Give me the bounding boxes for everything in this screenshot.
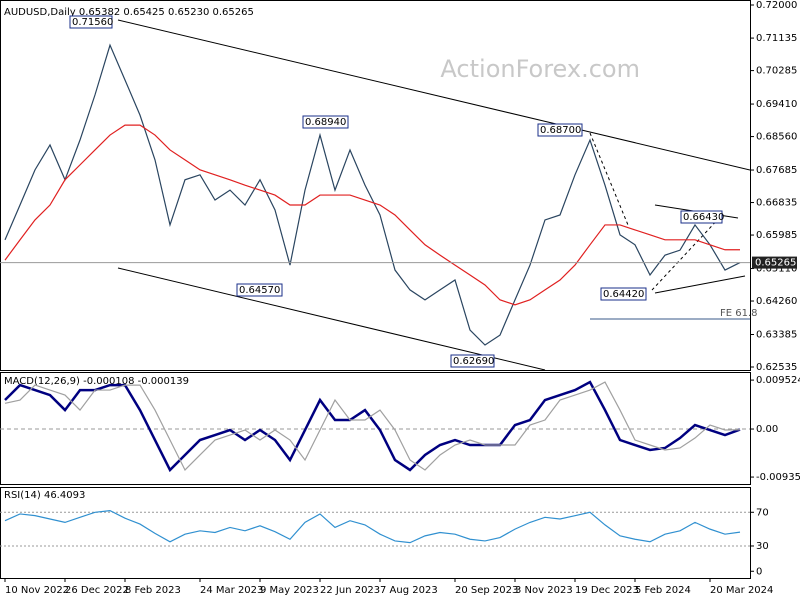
dashed-leg [589,132,629,226]
y-tick-label: 0.70285 [756,66,797,77]
rsi-title: RSI(14) 46.4093 [4,490,85,501]
series-line [4,509,741,544]
y-tick-label: 0.009524 [756,375,800,386]
triangle-lower [654,275,746,294]
y-tick-label: 0.69410 [756,99,797,110]
macd-title: MACD(12,26,9) -0.000108 -0.000139 [4,376,189,387]
x-tick-label: 24 Mar 2023 [200,585,263,596]
annotation-box [450,354,495,368]
dashed-leg [651,214,723,291]
series-line [4,124,740,306]
annotation: 0.64570 [239,285,280,296]
last-price-label: 0.65265 [755,258,796,269]
channel-upper [117,19,750,171]
series-line [4,380,741,473]
y-tick-label: 0 [756,566,762,577]
x-tick-label: 22 Jun 2023 [320,585,380,596]
y-tick-label: 0.71135 [756,33,797,44]
y-tick-label: 0.68560 [756,132,797,143]
annotation: 0.71560 [72,17,113,28]
x-tick-label: 26 Dec 2022 [65,585,129,596]
x-tick-label: 8 Feb 2023 [125,585,181,596]
watermark: ActionForex.com [440,55,640,83]
x-tick-label: 10 Nov 2022 [5,585,69,596]
y-tick-label: 0.64260 [756,296,797,307]
annotation: 0.68700 [540,125,581,136]
y-tick-label: 0.00 [756,424,778,435]
y-tick-label: -0.00935 [756,472,800,483]
last-price-box [752,256,797,269]
annotation-box [236,283,283,297]
annotation: FE 61.8 [720,308,758,319]
y-tick-label: 0.63385 [756,329,797,340]
y-tick-label: 30 [756,541,769,552]
x-tick-label: 9 May 2023 [260,585,319,596]
drawings [117,19,750,370]
plot [4,380,741,473]
annotation-box [69,15,113,29]
channel-lower [117,267,546,370]
annotation: 0.68940 [305,117,346,128]
rsi-pane [0,487,751,579]
series-line [4,43,741,346]
price-title: AUDUSD,Daily 0.65382 0.65425 0.65230 0.6… [4,7,254,18]
annotation: 0.66430 [683,212,724,223]
plot [4,509,741,544]
y-tick-label: 0.65985 [756,230,797,241]
annotation-box [600,287,647,301]
x-tick-label: 7 Aug 2023 [380,585,438,596]
y-tick-label: 0.67685 [756,165,797,176]
series-line [4,381,741,471]
annotation-box [680,210,723,224]
price-pane [0,0,751,371]
x-tick-label: 19 Dec 2023 [575,585,639,596]
x-tick-label: 20 Mar 2024 [710,585,773,596]
y-tick-label: 0.72000 [756,0,797,11]
y-tick-label: 0.66835 [756,198,797,209]
annotation-box [537,123,583,137]
x-tick-label: 3 Nov 2023 [515,585,573,596]
y-tick-label: 70 [756,507,769,518]
y-tick-label: 0.62535 [756,362,797,373]
plot [0,43,750,346]
annotation-box [302,115,349,129]
x-tick-label: 20 Sep 2023 [455,585,518,596]
macd-pane [0,372,751,485]
x-tick-label: 5 Feb 2024 [635,585,691,596]
annotation: 0.64420 [603,289,644,300]
annotation: 0.62690 [453,356,494,367]
y-tick-label: 0.65110 [756,264,797,275]
